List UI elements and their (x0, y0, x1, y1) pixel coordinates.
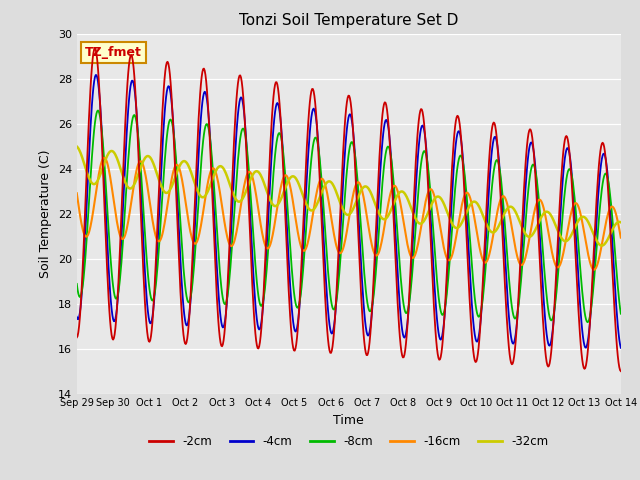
Title: Tonzi Soil Temperature Set D: Tonzi Soil Temperature Set D (239, 13, 458, 28)
Text: TZ_fmet: TZ_fmet (85, 46, 142, 59)
Legend: -2cm, -4cm, -8cm, -16cm, -32cm: -2cm, -4cm, -8cm, -16cm, -32cm (144, 430, 554, 453)
X-axis label: Time: Time (333, 414, 364, 427)
Y-axis label: Soil Temperature (C): Soil Temperature (C) (39, 149, 52, 278)
